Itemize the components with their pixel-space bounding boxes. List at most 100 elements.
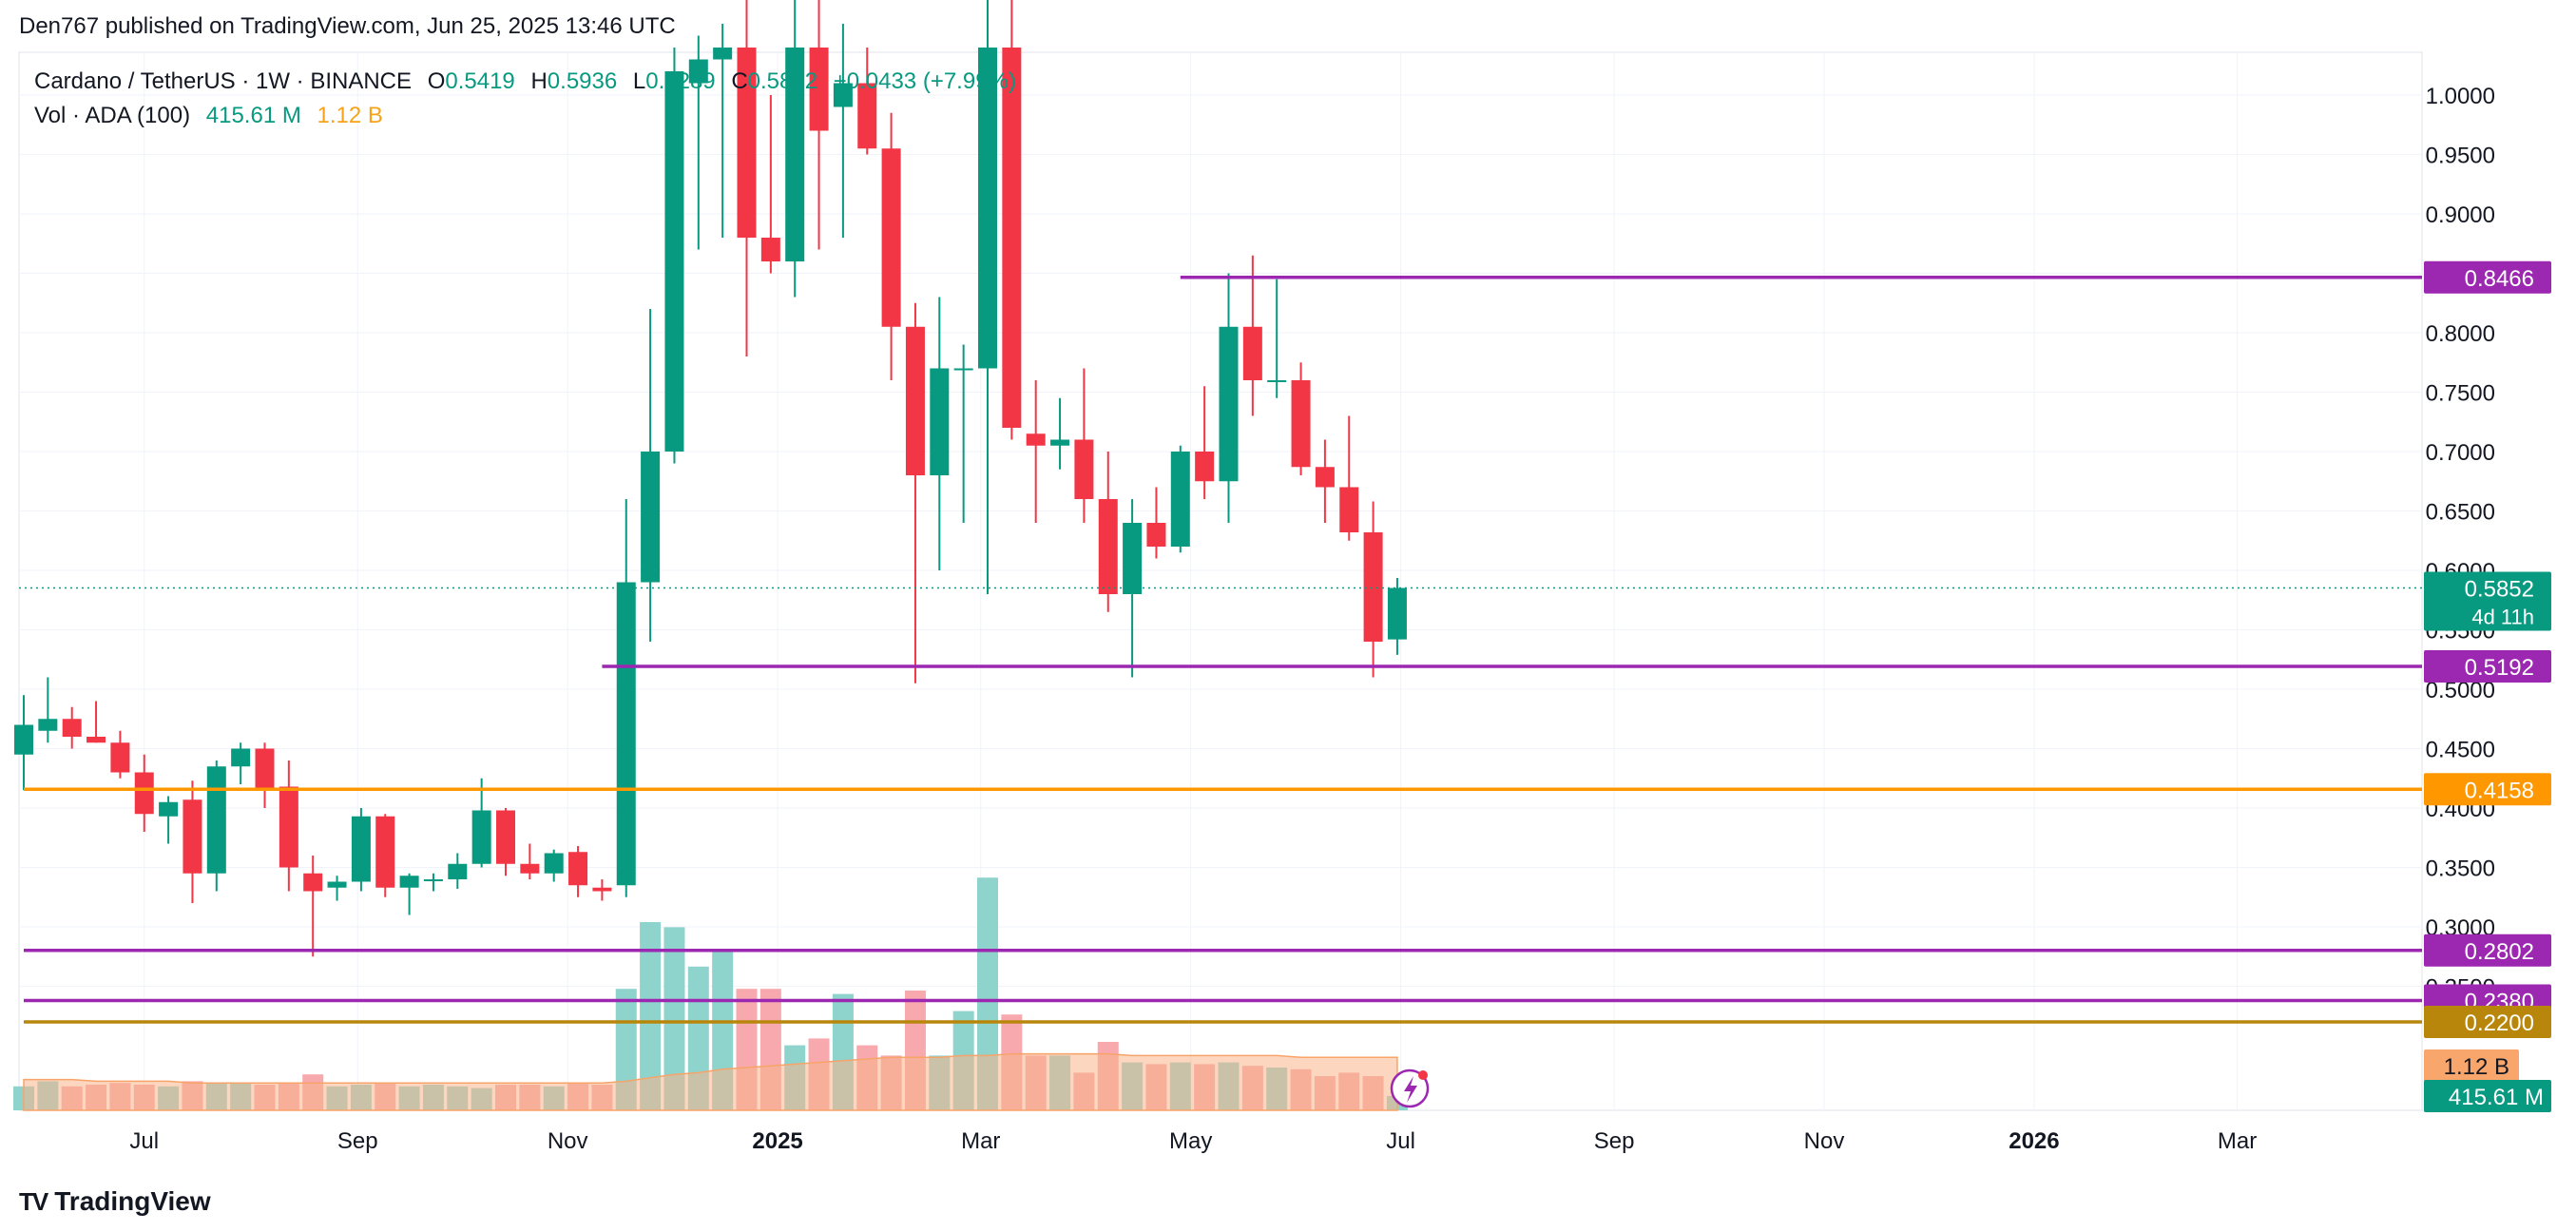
legend-vol-ma: 1.12 B bbox=[317, 103, 383, 128]
candle bbox=[664, 48, 684, 464]
candle bbox=[134, 754, 154, 832]
candle bbox=[1195, 386, 1215, 499]
candle-body bbox=[713, 48, 733, 60]
x-tick-label: Nov bbox=[1804, 1128, 1845, 1154]
candle-body bbox=[1123, 523, 1143, 594]
candle bbox=[1170, 445, 1190, 553]
last-price-label-bg bbox=[2424, 571, 2551, 631]
candle-body bbox=[930, 368, 950, 475]
candle bbox=[1026, 380, 1046, 523]
lightning-icon bbox=[1390, 1068, 1430, 1108]
candle bbox=[206, 760, 226, 892]
candle-body bbox=[1002, 48, 1022, 428]
candle bbox=[520, 843, 540, 879]
legend-vol-label[interactable]: Vol · ADA (100) bbox=[34, 103, 191, 128]
y-tick-label: 0.7000 bbox=[2426, 440, 2495, 466]
volume-bar bbox=[663, 927, 685, 1110]
x-tick-label: Sep bbox=[337, 1128, 378, 1154]
candle bbox=[231, 742, 251, 784]
candle bbox=[930, 297, 950, 570]
candle bbox=[1074, 368, 1094, 523]
tradingview-brand[interactable]: TV TradingView bbox=[19, 1186, 211, 1217]
tradingview-logo-icon: TV bbox=[19, 1186, 48, 1216]
candle bbox=[351, 808, 371, 892]
legend-open: O0.5419 bbox=[427, 68, 515, 94]
candle bbox=[592, 879, 612, 901]
candle-body bbox=[1170, 452, 1190, 547]
candle bbox=[183, 780, 202, 903]
candle-body bbox=[14, 724, 33, 755]
x-tick-label: Sep bbox=[1594, 1128, 1635, 1154]
level-price-label: 0.2200 bbox=[2465, 1011, 2534, 1036]
x-tick-label: 2026 bbox=[2009, 1128, 2059, 1154]
candle-body bbox=[399, 876, 419, 888]
candle-body bbox=[496, 810, 515, 864]
legend: Cardano / TetherUS · 1W · BINANCE O0.541… bbox=[34, 65, 1026, 133]
candle-body bbox=[688, 59, 708, 84]
candle-body bbox=[881, 148, 901, 327]
x-tick-label: Jul bbox=[1386, 1128, 1415, 1154]
candle-body bbox=[1291, 380, 1311, 468]
candle-body bbox=[1315, 467, 1335, 488]
candle bbox=[87, 701, 106, 743]
candle bbox=[1050, 397, 1070, 470]
candle-body bbox=[1146, 523, 1166, 547]
candle-body bbox=[327, 881, 347, 888]
volume-ma-area bbox=[23, 1052, 1398, 1111]
lightning-dot bbox=[1418, 1070, 1428, 1080]
y-tick-label: 0.9500 bbox=[2426, 144, 2495, 169]
candle bbox=[641, 309, 661, 642]
price-axis: 1.00000.95000.90000.85000.80000.75000.70… bbox=[2426, 84, 2495, 1001]
vol-ma-label-bg bbox=[2424, 1049, 2519, 1082]
candle-body bbox=[520, 863, 540, 874]
candle bbox=[1267, 279, 1287, 398]
candle bbox=[14, 695, 33, 791]
candle bbox=[881, 112, 901, 380]
candle bbox=[1315, 439, 1335, 523]
volume-bar bbox=[640, 922, 662, 1110]
candle bbox=[110, 730, 130, 779]
candle bbox=[544, 849, 564, 882]
candle bbox=[616, 499, 636, 897]
legend-row-ohlc: Cardano / TetherUS · 1W · BINANCE O0.541… bbox=[34, 65, 1026, 99]
candle bbox=[1339, 415, 1359, 541]
level-price-label: 0.2802 bbox=[2465, 939, 2534, 965]
candle-body bbox=[231, 748, 251, 767]
candle bbox=[1219, 273, 1239, 523]
candle bbox=[857, 48, 877, 155]
candle bbox=[1387, 578, 1407, 655]
legend-close: C0.5852 bbox=[731, 68, 818, 94]
candle bbox=[1098, 452, 1118, 612]
candle-body bbox=[351, 816, 371, 882]
axis-labels: 0.84660.51920.41580.28020.23800.22000.58… bbox=[1390, 260, 2551, 1112]
candle-body bbox=[183, 799, 202, 874]
y-tick-label: 0.8000 bbox=[2426, 321, 2495, 347]
candle bbox=[62, 706, 82, 749]
candle bbox=[1291, 362, 1311, 475]
candle bbox=[1363, 501, 1383, 678]
candle bbox=[375, 814, 395, 897]
candle-body bbox=[1267, 380, 1287, 382]
legend-high: H0.5936 bbox=[530, 68, 618, 94]
candle-body bbox=[616, 582, 636, 886]
candle bbox=[279, 760, 298, 892]
countdown-label: 4d 11h bbox=[2471, 606, 2534, 629]
candle-body bbox=[303, 873, 323, 892]
legend-vol-value: 415.61 M bbox=[205, 103, 301, 128]
candle-body bbox=[1339, 487, 1359, 532]
legend-change: +0.0433 (+7.99%) bbox=[833, 68, 1016, 94]
candle bbox=[568, 846, 588, 897]
vol-last-label: 415.61 M bbox=[2449, 1085, 2544, 1110]
candle-body bbox=[809, 48, 829, 131]
candle-body bbox=[159, 801, 179, 817]
legend-symbol[interactable]: Cardano / TetherUS · 1W · BINANCE bbox=[34, 68, 413, 94]
y-tick-label: 1.0000 bbox=[2426, 84, 2495, 109]
volume-series bbox=[13, 877, 1408, 1111]
candle bbox=[978, 0, 997, 594]
candle bbox=[785, 0, 805, 298]
candle-body bbox=[1195, 452, 1215, 482]
candle bbox=[1242, 255, 1262, 416]
candle-body bbox=[279, 786, 298, 868]
candle bbox=[303, 856, 323, 957]
